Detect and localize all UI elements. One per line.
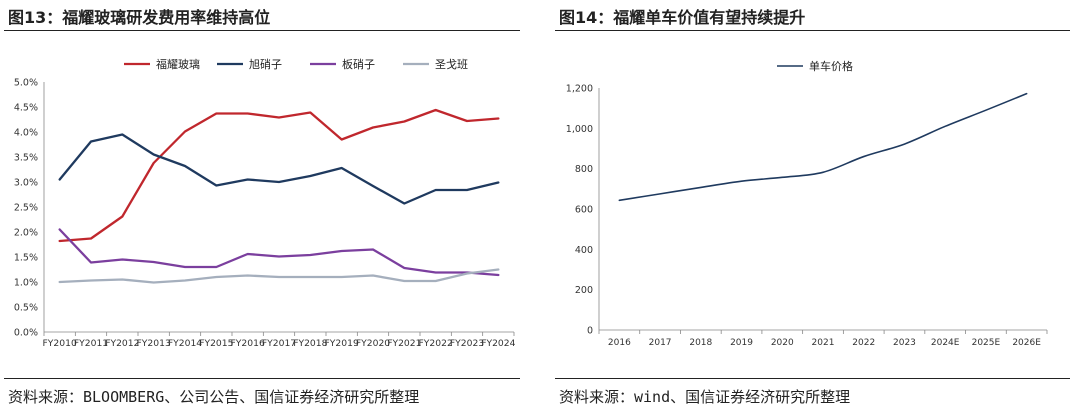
x-tick-label: FY2017: [262, 338, 296, 349]
series-line-3: [58, 228, 500, 277]
title-rule: [555, 30, 1070, 31]
x-tick-label: 2023: [893, 338, 916, 348]
legend-label: 旭硝子: [249, 57, 282, 71]
x-tick-label: FY2012: [105, 338, 139, 349]
legend-label: 福耀玻璃: [156, 57, 200, 71]
series-line-1: [58, 108, 500, 243]
x-tick-label: FY2010: [43, 338, 77, 349]
y-tick-label: 2.0%: [14, 228, 38, 239]
y-tick-label: 1.5%: [14, 253, 38, 264]
x-tick-label: FY2023: [450, 338, 484, 349]
y-tick-label: 800: [575, 164, 593, 175]
x-tick-label: 2017: [649, 338, 672, 348]
x-tick-label: FY2022: [419, 338, 453, 349]
figure-title: 图14：福耀单车价值有望持续提升: [559, 8, 806, 27]
chart-panel-rd-rate: 图13：福耀玻璃研发费用率维持高位 0.0% 0.5% 1.0% 1.5% 2.0% 2.…: [0, 0, 530, 413]
figure-title: 图13：福耀玻璃研发费用率维持高位: [8, 8, 271, 27]
series-line-4: [58, 268, 500, 284]
x-tick-label: 2024E: [931, 338, 960, 348]
y-tick-label: 600: [575, 205, 593, 216]
series-line-1: [618, 92, 1028, 202]
y-tick-label: 1,000: [566, 124, 593, 135]
x-tick-label: FY2014: [168, 338, 202, 349]
x-tick-label: FY2020: [356, 338, 390, 349]
y-tick-label: 4.5%: [14, 103, 38, 114]
y-tick-label: 1,200: [566, 84, 593, 95]
y-tick-label: 200: [575, 285, 593, 296]
x-tick-label: FY2011: [74, 338, 108, 349]
x-tick-label: FY2016: [231, 338, 265, 349]
x-tick-label: 2020: [771, 338, 794, 348]
x-tick-label: 2019: [730, 338, 753, 348]
source-note: 资料来源：BLOOMBERG、公司公告、国信证券经济研究所整理: [8, 388, 420, 406]
rd-rate-line-chart: 0.0% 0.5% 1.0% 1.5% 2.0% 2.5% 3.0% 3.5% 4.0% 4.5%…: [14, 57, 516, 349]
y-tick-label: 0: [587, 326, 593, 337]
source-rule: [555, 378, 1070, 379]
x-tick-label: FY2024: [481, 338, 515, 349]
legend-label: 圣戈班: [435, 58, 468, 71]
y-tick-label: 3.5%: [14, 153, 38, 164]
x-tick-label: 2022: [852, 338, 875, 348]
y-tick-label: 0.5%: [14, 303, 38, 314]
x-tick-label: 2021: [812, 338, 835, 348]
unit-value-line-chart: 0 200 400 600 800 1,000 1,200 2016 2017 2018 2019 2…: [566, 59, 1048, 348]
y-tick-label: 0.0%: [14, 328, 38, 339]
x-tick-label: FY2019: [325, 338, 359, 349]
x-tick-label: FY2021: [387, 338, 421, 349]
source-rule: [4, 378, 520, 379]
title-rule: [4, 30, 520, 31]
y-tick-label: 3.0%: [14, 178, 38, 189]
x-tick-label: 2026E: [1012, 338, 1041, 348]
y-tick-label: 2.5%: [14, 203, 38, 214]
legend-label: 板硝子: [342, 57, 375, 71]
chart-panel-unit-value: 图14：福耀单车价值有望持续提升 0 200 400 600 800 1,000 1,200…: [551, 0, 1080, 413]
x-tick-label: FY2018: [293, 338, 327, 349]
x-tick-label: FY2015: [199, 338, 233, 349]
y-tick-label: 5.0%: [14, 78, 38, 89]
y-tick-label: 4.0%: [14, 128, 38, 139]
source-note: 资料来源：wind、国信证券经济研究所整理: [559, 388, 851, 406]
x-tick-label: 2025E: [972, 338, 1001, 348]
legend-label: 单车价格: [809, 59, 853, 73]
x-tick-label: 2016: [608, 338, 631, 348]
series-line-2: [58, 133, 500, 205]
y-tick-label: 1.0%: [14, 278, 38, 289]
x-tick-label: FY2013: [137, 338, 171, 349]
x-tick-label: 2018: [689, 338, 712, 348]
y-tick-label: 400: [575, 245, 593, 256]
